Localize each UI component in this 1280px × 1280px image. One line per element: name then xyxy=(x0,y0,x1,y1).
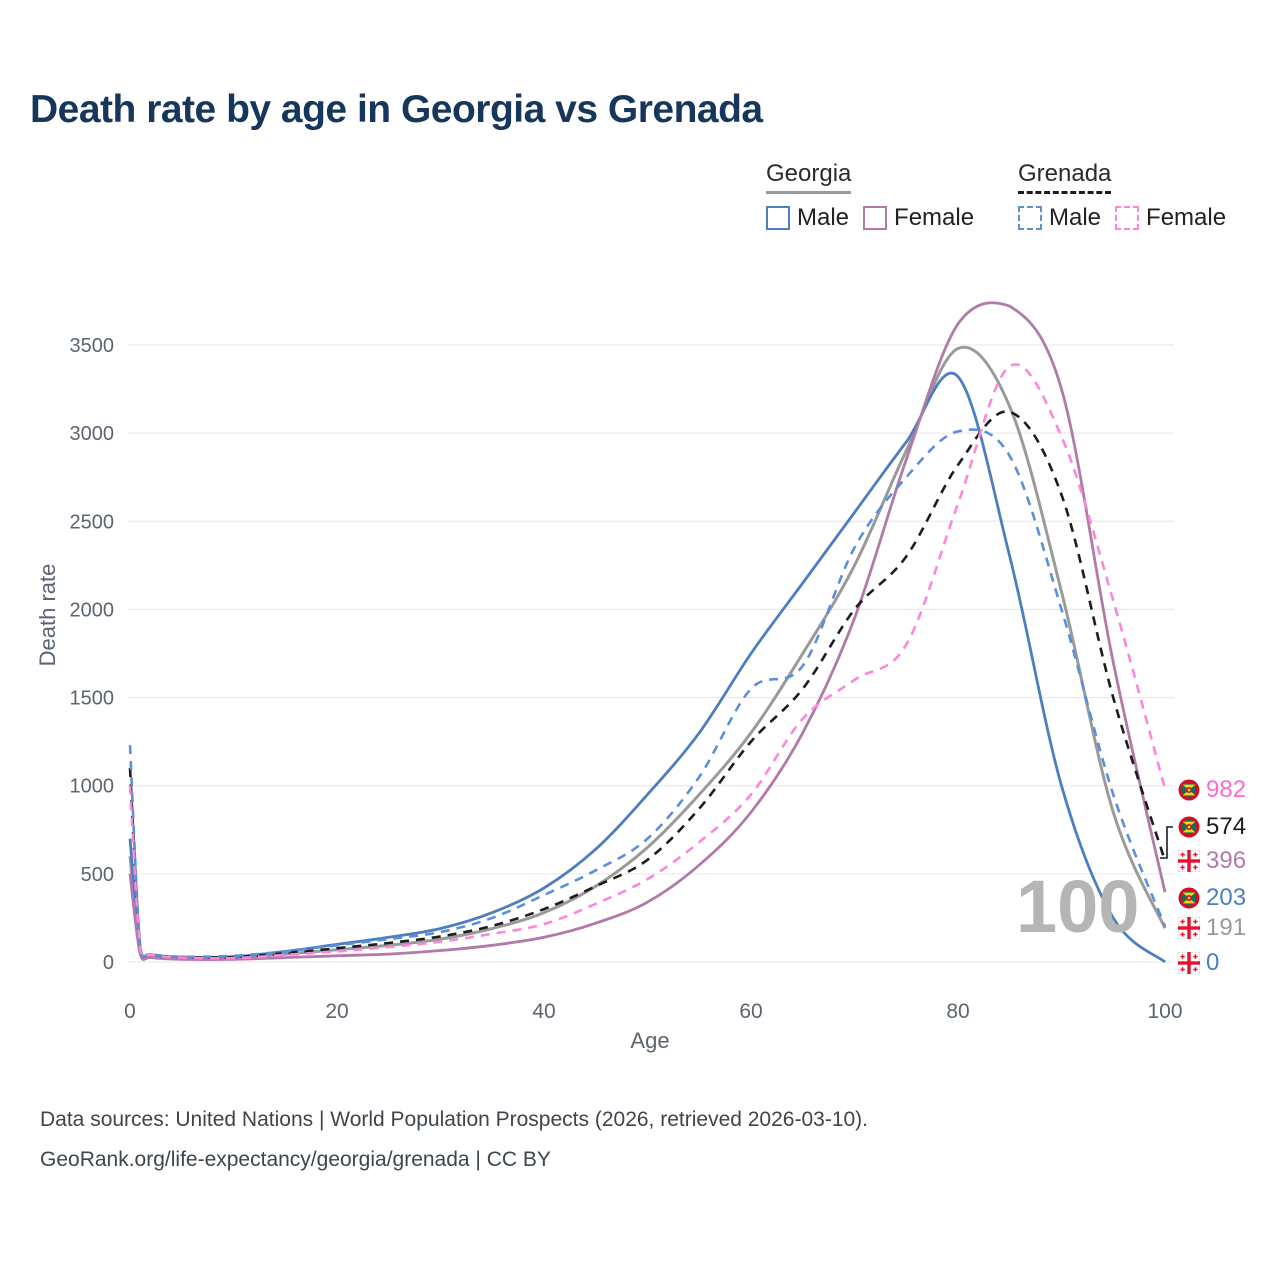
y-tick-label: 1500 xyxy=(70,688,115,710)
legend-label-georgia-female: Female xyxy=(894,204,975,231)
y-tick-label: 2500 xyxy=(70,511,115,533)
end-label-connector xyxy=(1160,826,1173,859)
legend-item-georgia-female[interactable]: Female xyxy=(863,204,974,232)
legend-row-georgia: Male Female xyxy=(766,204,974,232)
grenada-female-swatch-icon xyxy=(1115,206,1140,230)
attribution-text: GeoRank.org/life-expectancy/georgia/gren… xyxy=(40,1148,551,1171)
end-value-grenada-both: 574 xyxy=(1206,813,1247,840)
end-label-georgia-male: 0 xyxy=(1177,949,1220,977)
grenada-flag-icon xyxy=(1178,816,1200,838)
end-value-georgia-both: 191 xyxy=(1206,914,1247,941)
legend-header-grenada: Grenada xyxy=(1018,160,1112,194)
legend-item-grenada-female[interactable]: Female xyxy=(1115,204,1226,232)
end-label-grenada-both: 574 xyxy=(1178,813,1246,841)
legend-label-georgia-male: Male xyxy=(797,204,850,231)
end-label-grenada-female: 982 xyxy=(1178,776,1246,804)
y-tick-label: 1000 xyxy=(70,776,115,798)
georgia-male-swatch-icon xyxy=(766,206,790,230)
end-label-grenada-male: 203 xyxy=(1178,884,1246,912)
chart-title: Death rate by age in Georgia vs Grenada xyxy=(30,88,763,131)
end-value-georgia-male: 0 xyxy=(1206,949,1220,976)
grenada-male-swatch-icon xyxy=(1018,206,1042,230)
georgia-female-swatch-icon xyxy=(863,206,888,230)
georgia-flag-icon xyxy=(1177,849,1201,873)
legend-group-grenada: Grenada Male Female xyxy=(1018,160,1226,232)
x-tick-label: 100 xyxy=(1147,1000,1182,1023)
end-label-georgia-both: 191 xyxy=(1177,914,1247,942)
x-tick-label: 60 xyxy=(739,1000,762,1023)
line-georgia-female[interactable] xyxy=(128,301,1167,961)
grenada-flag-icon xyxy=(1178,779,1200,801)
y-tick-label: 500 xyxy=(81,864,114,886)
x-axis-title: Age xyxy=(630,1028,670,1053)
y-tick-label: 3000 xyxy=(70,423,115,445)
legend-item-grenada-male[interactable]: Male xyxy=(1018,204,1101,232)
legend-group-georgia: Georgia Male Female xyxy=(766,160,974,232)
x-tick-label: 40 xyxy=(532,1000,555,1023)
y-tick-label: 2000 xyxy=(70,599,115,621)
line-grenada-male[interactable] xyxy=(128,428,1167,959)
end-value-georgia-female: 396 xyxy=(1206,847,1247,874)
grenada-flag-icon xyxy=(1178,887,1200,909)
line-georgia-both[interactable] xyxy=(128,345,1167,961)
legend-label-grenada-male: Male xyxy=(1049,204,1102,231)
georgia-flag-icon xyxy=(1177,951,1201,975)
legend-header-georgia: Georgia xyxy=(766,160,852,194)
line-grenada-both[interactable] xyxy=(128,410,1167,959)
age-watermark: 100 xyxy=(1016,865,1140,948)
legend-item-georgia-male[interactable]: Male xyxy=(766,204,849,232)
y-tick-label: 3500 xyxy=(70,335,115,357)
data-source-text: Data sources: United Nations | World Pop… xyxy=(40,1108,869,1131)
x-tick-label: 80 xyxy=(946,1000,969,1023)
y-tick-label: 0 xyxy=(103,952,114,974)
x-tick-label: 0 xyxy=(124,1000,136,1023)
legend-row-grenada: Male Female xyxy=(1018,204,1226,232)
end-value-grenada-female: 982 xyxy=(1206,776,1247,803)
line-grenada-female[interactable] xyxy=(128,363,1167,960)
legend-label-grenada-female: Female xyxy=(1146,204,1227,231)
y-axis-title: Death rate xyxy=(35,563,60,667)
end-label-georgia-female: 396 xyxy=(1177,847,1247,875)
end-value-grenada-male: 203 xyxy=(1206,884,1247,911)
georgia-flag-icon xyxy=(1177,916,1201,940)
x-tick-label: 20 xyxy=(325,1000,348,1023)
